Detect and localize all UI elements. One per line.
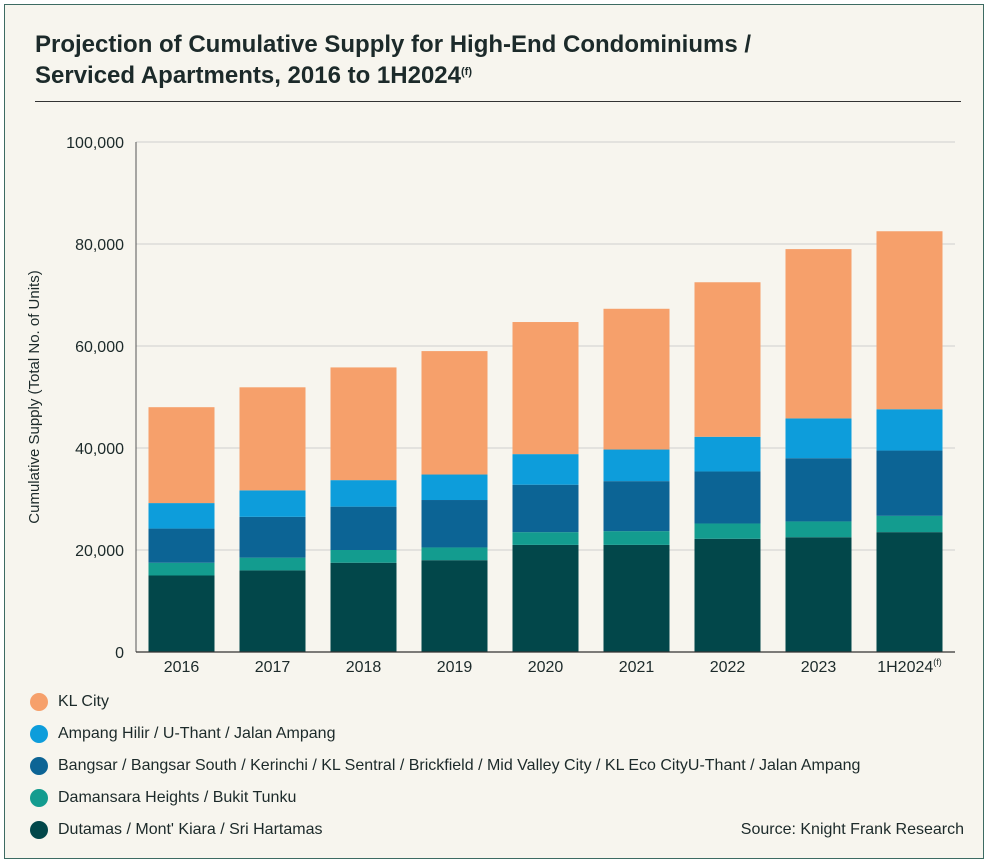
bar-segment	[694, 436, 761, 472]
legend-swatch	[30, 821, 48, 839]
legend-swatch	[30, 789, 48, 807]
x-tick-label: 2023	[801, 659, 837, 676]
x-tick-text: 2017	[255, 659, 291, 676]
bar-segment	[694, 471, 761, 524]
bar-segment	[876, 231, 943, 410]
x-tick-text: 2018	[346, 659, 382, 676]
legend-label: Bangsar / Bangsar South / Kerinchi / KL …	[58, 757, 861, 774]
legend-label: KL City	[58, 693, 109, 710]
bar-segment	[785, 537, 852, 652]
legend-item: Ampang Hilir / U-Thant / Jalan Ampang	[30, 722, 335, 746]
bar-segment	[603, 308, 670, 450]
bar-segment	[330, 480, 397, 507]
bar-segment	[512, 454, 579, 485]
bar-segment	[785, 249, 852, 419]
bar-segment	[148, 575, 215, 652]
y-tick-label: 20,000	[75, 543, 124, 560]
bar-segment	[603, 449, 670, 482]
bar-segment	[330, 506, 397, 550]
legend-swatch	[30, 693, 48, 711]
bar-segment	[239, 516, 306, 558]
y-tick-label: 0	[115, 645, 124, 662]
bar-segment	[512, 484, 579, 533]
y-tick-label: 80,000	[75, 237, 124, 254]
bar-segment	[330, 550, 397, 563]
bar-segment	[512, 544, 579, 652]
x-tick-label: 2016	[164, 659, 200, 676]
bar-segment	[694, 523, 761, 539]
title-line-2: Serviced Apartments, 2016 to 1H2024	[35, 62, 461, 89]
x-tick-text: 2020	[528, 659, 564, 676]
bar-segment	[421, 547, 488, 561]
bar-segment	[876, 532, 943, 652]
legend-label: Damansara Heights / Bukit Tunku	[58, 789, 297, 806]
x-tick-text: 2016	[164, 659, 200, 676]
y-tick-label: 100,000	[66, 135, 124, 152]
bar-segment	[239, 490, 306, 517]
x-tick-text: 1H2024	[877, 659, 933, 676]
y-tick-label: 40,000	[75, 441, 124, 458]
title-divider	[35, 101, 961, 102]
bar-segment	[876, 409, 943, 451]
x-tick-label: 1H2024(f)	[877, 657, 942, 676]
legend-item: Bangsar / Bangsar South / Kerinchi / KL …	[30, 754, 860, 778]
bar-segment	[603, 531, 670, 545]
bar-segment	[603, 481, 670, 532]
y-tick-label: 60,000	[75, 339, 124, 356]
bar-segment	[239, 387, 306, 491]
bar-segment	[876, 515, 943, 533]
x-tick-label: 2020	[528, 659, 564, 676]
bar-segment	[603, 544, 670, 652]
bar-segment	[694, 538, 761, 652]
bar-segment	[421, 500, 488, 548]
x-tick-text: 2022	[710, 659, 746, 676]
legend-label: Dutamas / Mont' Kiara / Sri Hartamas	[58, 821, 323, 838]
bar-segment	[785, 458, 852, 522]
legend-label: Ampang Hilir / U-Thant / Jalan Ampang	[58, 725, 336, 742]
x-tick-label: 2017	[255, 659, 291, 676]
legend-swatch	[30, 725, 48, 743]
bar-segment	[148, 528, 215, 563]
bar-segment	[421, 560, 488, 652]
bar-segment	[694, 282, 761, 437]
x-tick-text: 2023	[801, 659, 837, 676]
stacked-bar-chart: 0 20,000 40,000 60,000 80,000 100,000 Cumulati…	[26, 135, 955, 676]
legend-item: Dutamas / Mont' Kiara / Sri Hartamas	[30, 818, 322, 842]
x-tick-superscript: (f)	[933, 657, 942, 667]
chart-title: Projection of Cumulative Supply for High…	[35, 29, 955, 96]
bar-segment	[876, 450, 943, 516]
x-tick-text: 2021	[619, 659, 655, 676]
x-tick-label: 2019	[437, 659, 473, 676]
bar-segment	[421, 474, 488, 501]
x-tick-text: 2019	[437, 659, 473, 676]
x-tick-label: 2021	[619, 659, 655, 676]
bar-segment	[785, 521, 852, 538]
legend-item: Damansara Heights / Bukit Tunku	[30, 786, 296, 810]
x-tick-label: 2018	[346, 659, 382, 676]
title-superscript: (f)	[461, 66, 472, 78]
source-note: Source: Knight Frank Research	[740, 821, 964, 838]
bar-segment	[421, 351, 488, 475]
bar-segment	[239, 557, 306, 571]
bar-segment	[330, 562, 397, 652]
x-tick-label: 2022	[710, 659, 746, 676]
title-line-1: Projection of Cumulative Supply for High…	[35, 31, 752, 58]
bar-segment	[512, 322, 579, 455]
bar-segment	[330, 367, 397, 481]
bar-segment	[148, 503, 215, 529]
legend-item: KL City	[30, 690, 109, 714]
bar-segment	[148, 407, 215, 504]
bar-segment	[512, 532, 579, 545]
bar-segment	[785, 418, 852, 459]
bar-segment	[239, 570, 306, 652]
bar-segment	[148, 562, 215, 576]
legend-swatch	[30, 757, 48, 775]
y-axis-label: Cumulative Supply (Total No. of Units)	[26, 270, 43, 523]
